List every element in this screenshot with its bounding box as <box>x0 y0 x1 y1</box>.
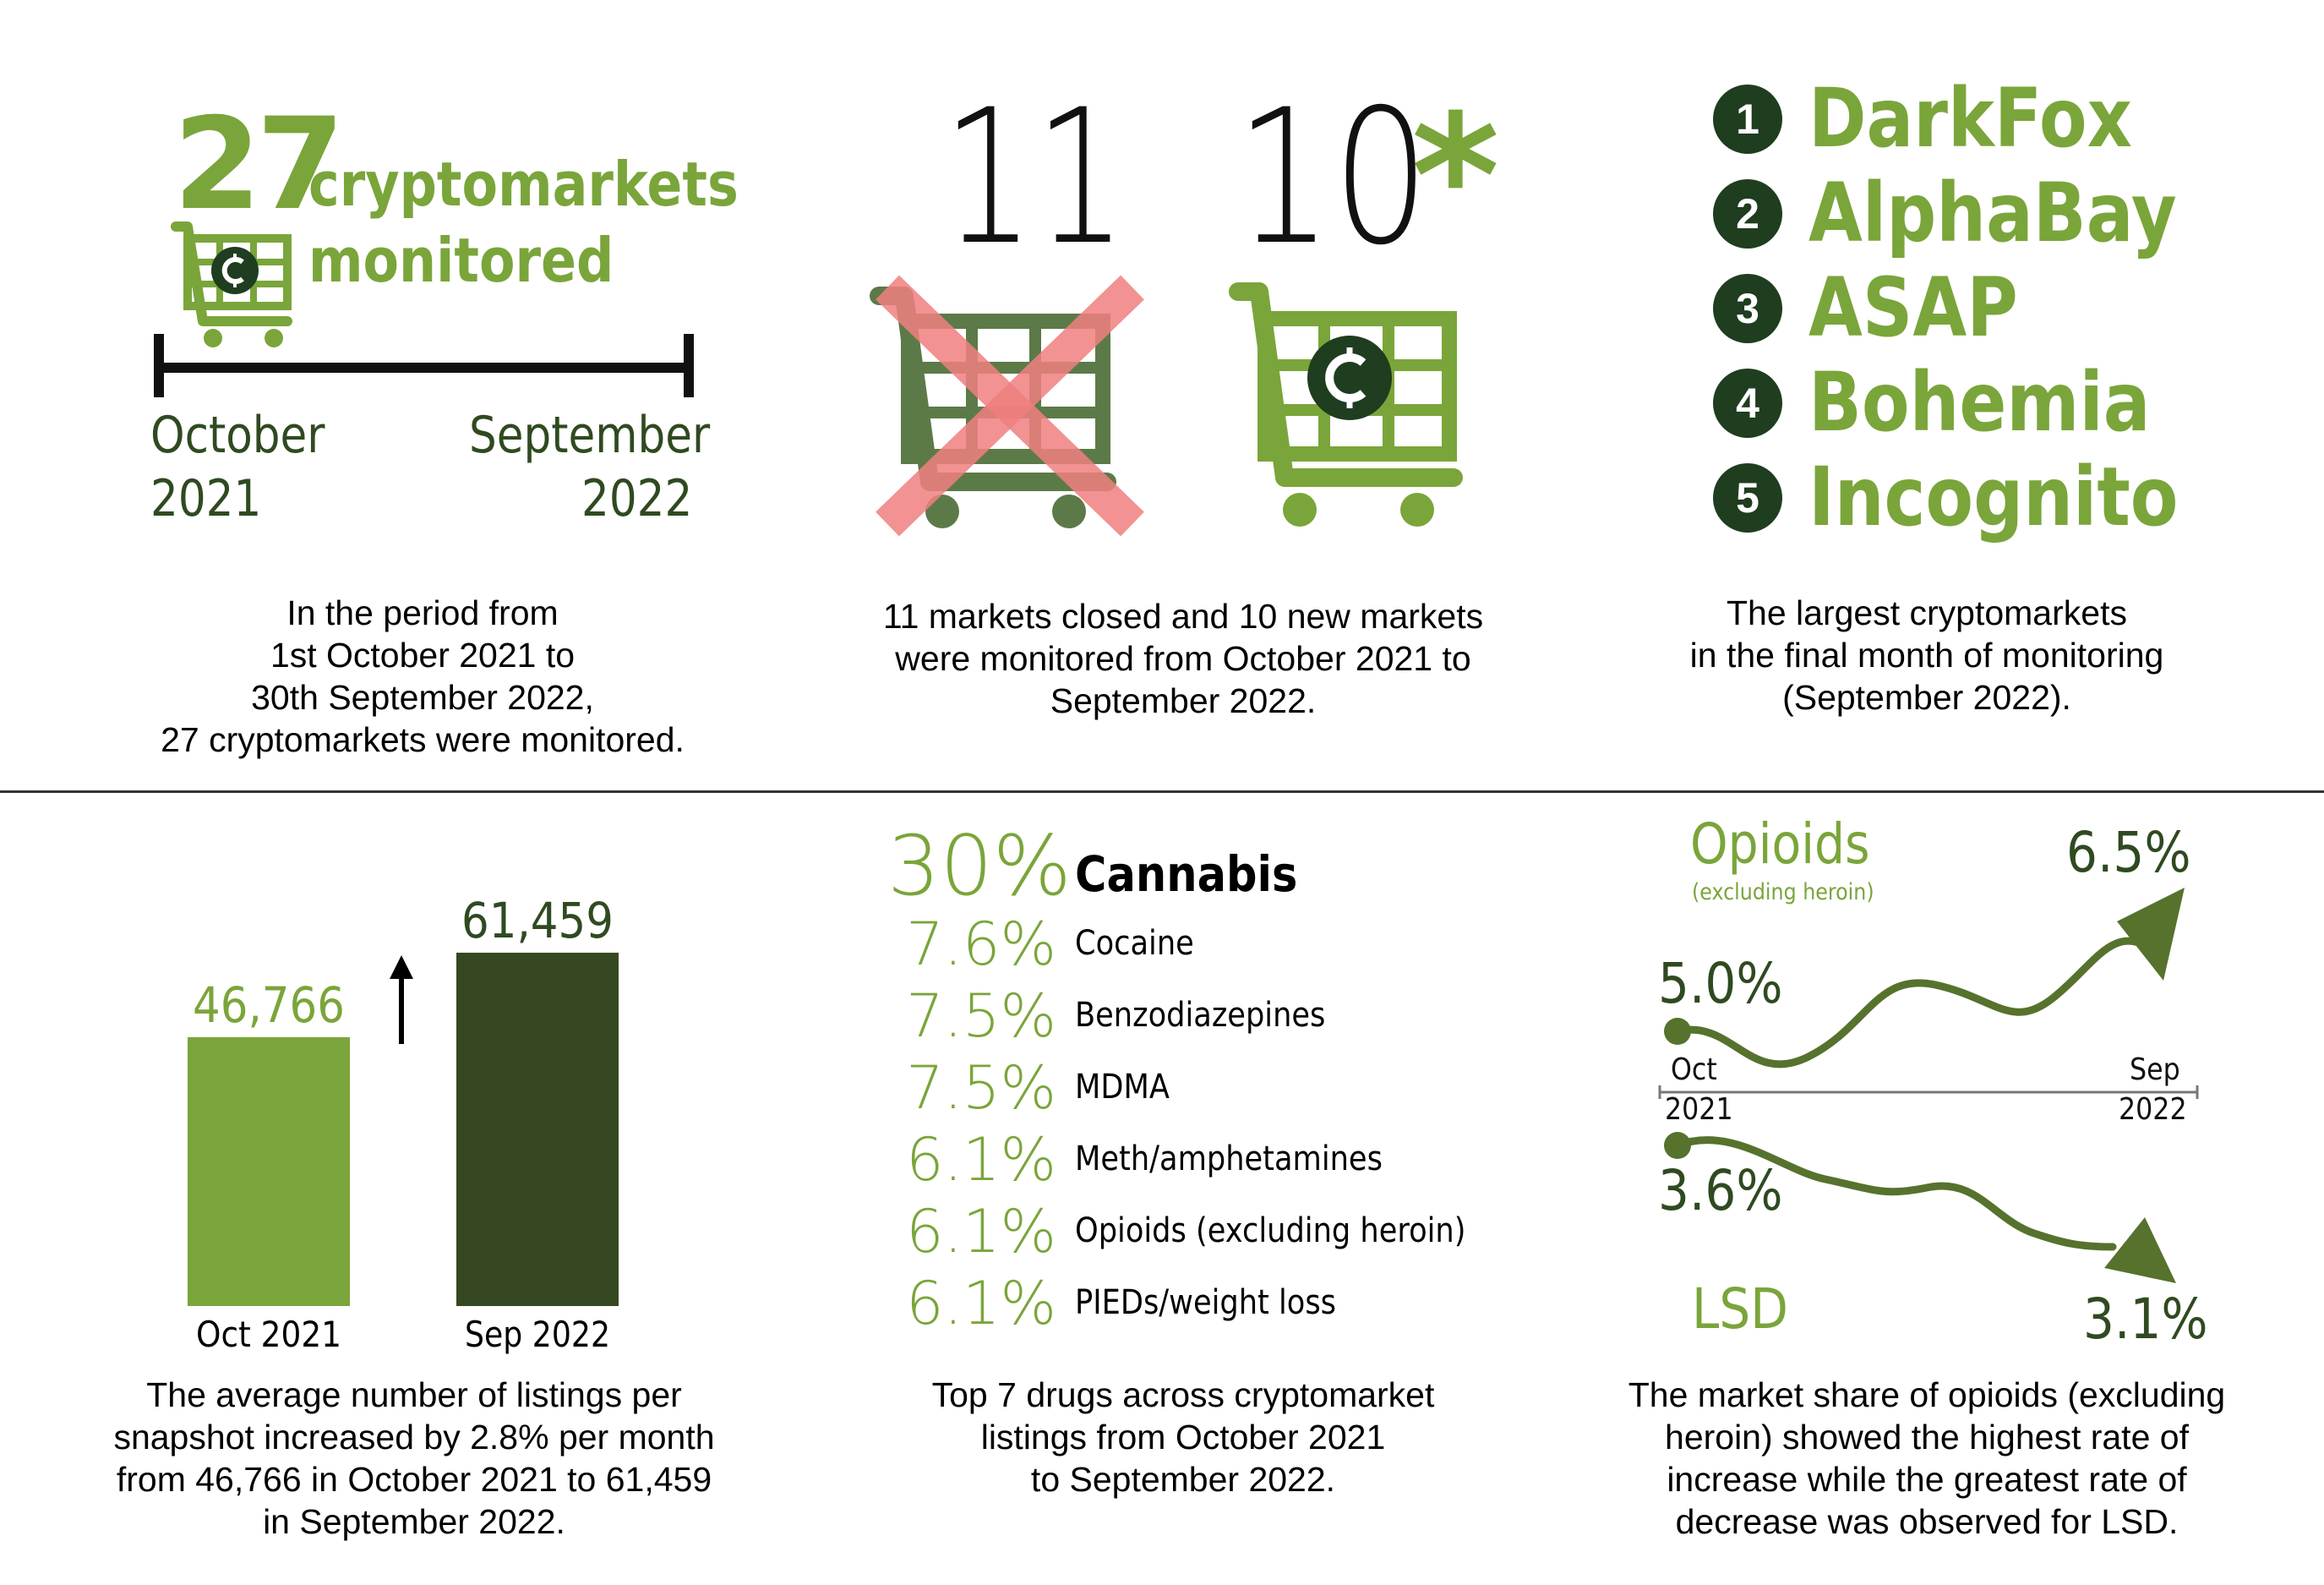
caption-line: in September 2022. <box>263 1502 565 1541</box>
bar-2 <box>456 953 619 1306</box>
rank-badge: 4 <box>1713 369 1782 438</box>
bar-category-label: Sep 2022 <box>465 1314 610 1355</box>
caption-line: 11 markets closed and 10 new markets <box>882 597 1484 636</box>
opioids-start-value: 5.0% <box>1658 951 1783 1016</box>
drug-share: 7.6% <box>906 910 1056 979</box>
drug-name: MDMA <box>1075 1068 1170 1107</box>
caption-trends: The market share of opioids (excluding h… <box>1589 1374 2265 1543</box>
caption-line: 30th September 2022, <box>251 678 594 717</box>
lsd-series-name: LSD <box>1692 1276 1788 1342</box>
caption-line: September 2022. <box>1050 681 1317 720</box>
up-arrow-icon <box>390 955 413 1044</box>
drug-name: Benzodiazepines <box>1075 996 1326 1035</box>
opioids-series-subtitle: (excluding heroin) <box>1692 879 1874 905</box>
timeline-end-year: 2022 <box>581 469 693 528</box>
caption-top-drugs: Top 7 drugs across cryptomarket listings… <box>837 1374 1530 1500</box>
trend-lines-chart <box>1658 888 2199 1283</box>
timeline-bar <box>154 334 694 397</box>
caption-line: in the final month of monitoring <box>1689 636 2164 675</box>
caption-line: 1st October 2021 to <box>270 636 576 675</box>
timeline-start-month: October <box>150 406 325 465</box>
timeline-end-month: September <box>469 406 711 465</box>
listings-bar-chart: 46,766 Oct 2021 61,459 Sep 2022 <box>188 892 619 1355</box>
caption-line: Top 7 drugs across cryptomarket <box>931 1375 1435 1414</box>
drug-name: Meth/amphetamines <box>1075 1140 1383 1178</box>
timeline-start-year: 2021 <box>150 469 262 528</box>
cryptocurrency-coin-icon <box>211 247 259 294</box>
bar-value-label: 46,766 <box>193 976 345 1034</box>
drug-share: 6.1% <box>906 1269 1056 1338</box>
market-count-label-2: monitored <box>308 225 614 296</box>
rank-badge: 5 <box>1713 463 1782 533</box>
drug-name: PIEDs/weight loss <box>1075 1283 1337 1322</box>
caption-line: from 46,766 in October 2021 to 61,459 <box>116 1460 712 1499</box>
rank-market-name: DarkFox <box>1808 71 2132 166</box>
opioids-series-name: Opioids <box>1690 812 1870 877</box>
caption-listings: The average number of listings per snaps… <box>76 1374 752 1543</box>
axis-start-month: Oct <box>1671 1052 1717 1087</box>
caption-markets-monitored: In the period from 1st October 2021 to 3… <box>85 592 761 761</box>
caption-line: increase while the greatest rate of <box>1667 1460 2187 1499</box>
caption-line: In the period from <box>286 593 559 632</box>
bar-category-label: Oct 2021 <box>196 1314 341 1355</box>
rank-market-name: AlphaBay <box>1808 166 2177 260</box>
closed-count: 11 <box>942 69 1127 286</box>
drug-share: 7.5% <box>906 981 1056 1051</box>
drug-share: 30% <box>887 818 1072 915</box>
rank-market-name: ASAP <box>1808 260 2018 355</box>
section-divider <box>0 790 2324 793</box>
opioids-trend-line <box>1673 937 2159 1069</box>
bar-1 <box>188 1036 350 1306</box>
opioids-arrow-head <box>2117 888 2185 981</box>
drug-share: 6.1% <box>906 1125 1056 1194</box>
lsd-arrow-head <box>2104 1217 2176 1283</box>
rank-badge: 2 <box>1713 179 1782 249</box>
caption-line: were monitored from October 2021 to <box>895 639 1471 678</box>
market-count: 27 <box>173 91 345 238</box>
opioids-start-marker <box>1664 1018 1691 1045</box>
lsd-start-value: 3.6% <box>1658 1158 1783 1223</box>
caption-line: The market share of opioids (excluding <box>1628 1375 2226 1414</box>
caption-markets-closed-new: 11 markets closed and 10 new markets wer… <box>837 595 1530 722</box>
caption-line: decrease was observed for LSD. <box>1675 1502 2179 1541</box>
caption-line: (September 2022). <box>1782 678 2071 717</box>
caption-line: 27 cryptomarkets were monitored. <box>161 720 685 759</box>
drug-name: Cocaine <box>1075 924 1194 963</box>
rank-market-name: Incognito <box>1808 450 2179 544</box>
drug-name: Cannabis <box>1075 845 1298 903</box>
cross-mark-icon <box>876 275 1144 537</box>
axis-end-year: 2022 <box>2119 1092 2187 1127</box>
axis-end-month: Sep <box>2130 1052 2180 1087</box>
rank-badge: 3 <box>1713 274 1782 343</box>
caption-line: listings from October 2021 <box>980 1418 1386 1457</box>
drug-share: 6.1% <box>906 1197 1056 1266</box>
rank-market-name: Bohemia <box>1808 355 2151 450</box>
opioids-end-value: 6.5% <box>2066 820 2191 885</box>
cryptocurrency-coin-icon <box>1307 336 1392 420</box>
lsd-start-marker <box>1664 1132 1691 1159</box>
caption-line: The largest cryptomarkets <box>1727 593 2127 632</box>
drug-share: 7.5% <box>906 1053 1056 1123</box>
market-count-label-1: cryptomarkets <box>308 149 739 220</box>
caption-line: heroin) showed the highest rate of <box>1665 1418 2189 1457</box>
lsd-trend-line <box>1673 1136 2117 1251</box>
bar-value-label: 61,459 <box>461 892 614 949</box>
caption-line: snapshot increased by 2.8% per month <box>113 1418 715 1457</box>
axis-start-year: 2021 <box>1665 1092 1733 1127</box>
rank-badge: 1 <box>1713 85 1782 154</box>
caption-line: The average number of listings per <box>146 1375 682 1414</box>
new-count-asterisk: * <box>1411 79 1500 276</box>
drug-name: Opioids (excluding heroin) <box>1075 1211 1466 1250</box>
new-count: 10 <box>1236 69 1430 286</box>
lsd-end-value: 3.1% <box>2083 1287 2208 1352</box>
caption-line: to September 2022. <box>1030 1460 1336 1499</box>
caption-largest-markets: The largest cryptomarkets in the final m… <box>1589 592 2265 719</box>
